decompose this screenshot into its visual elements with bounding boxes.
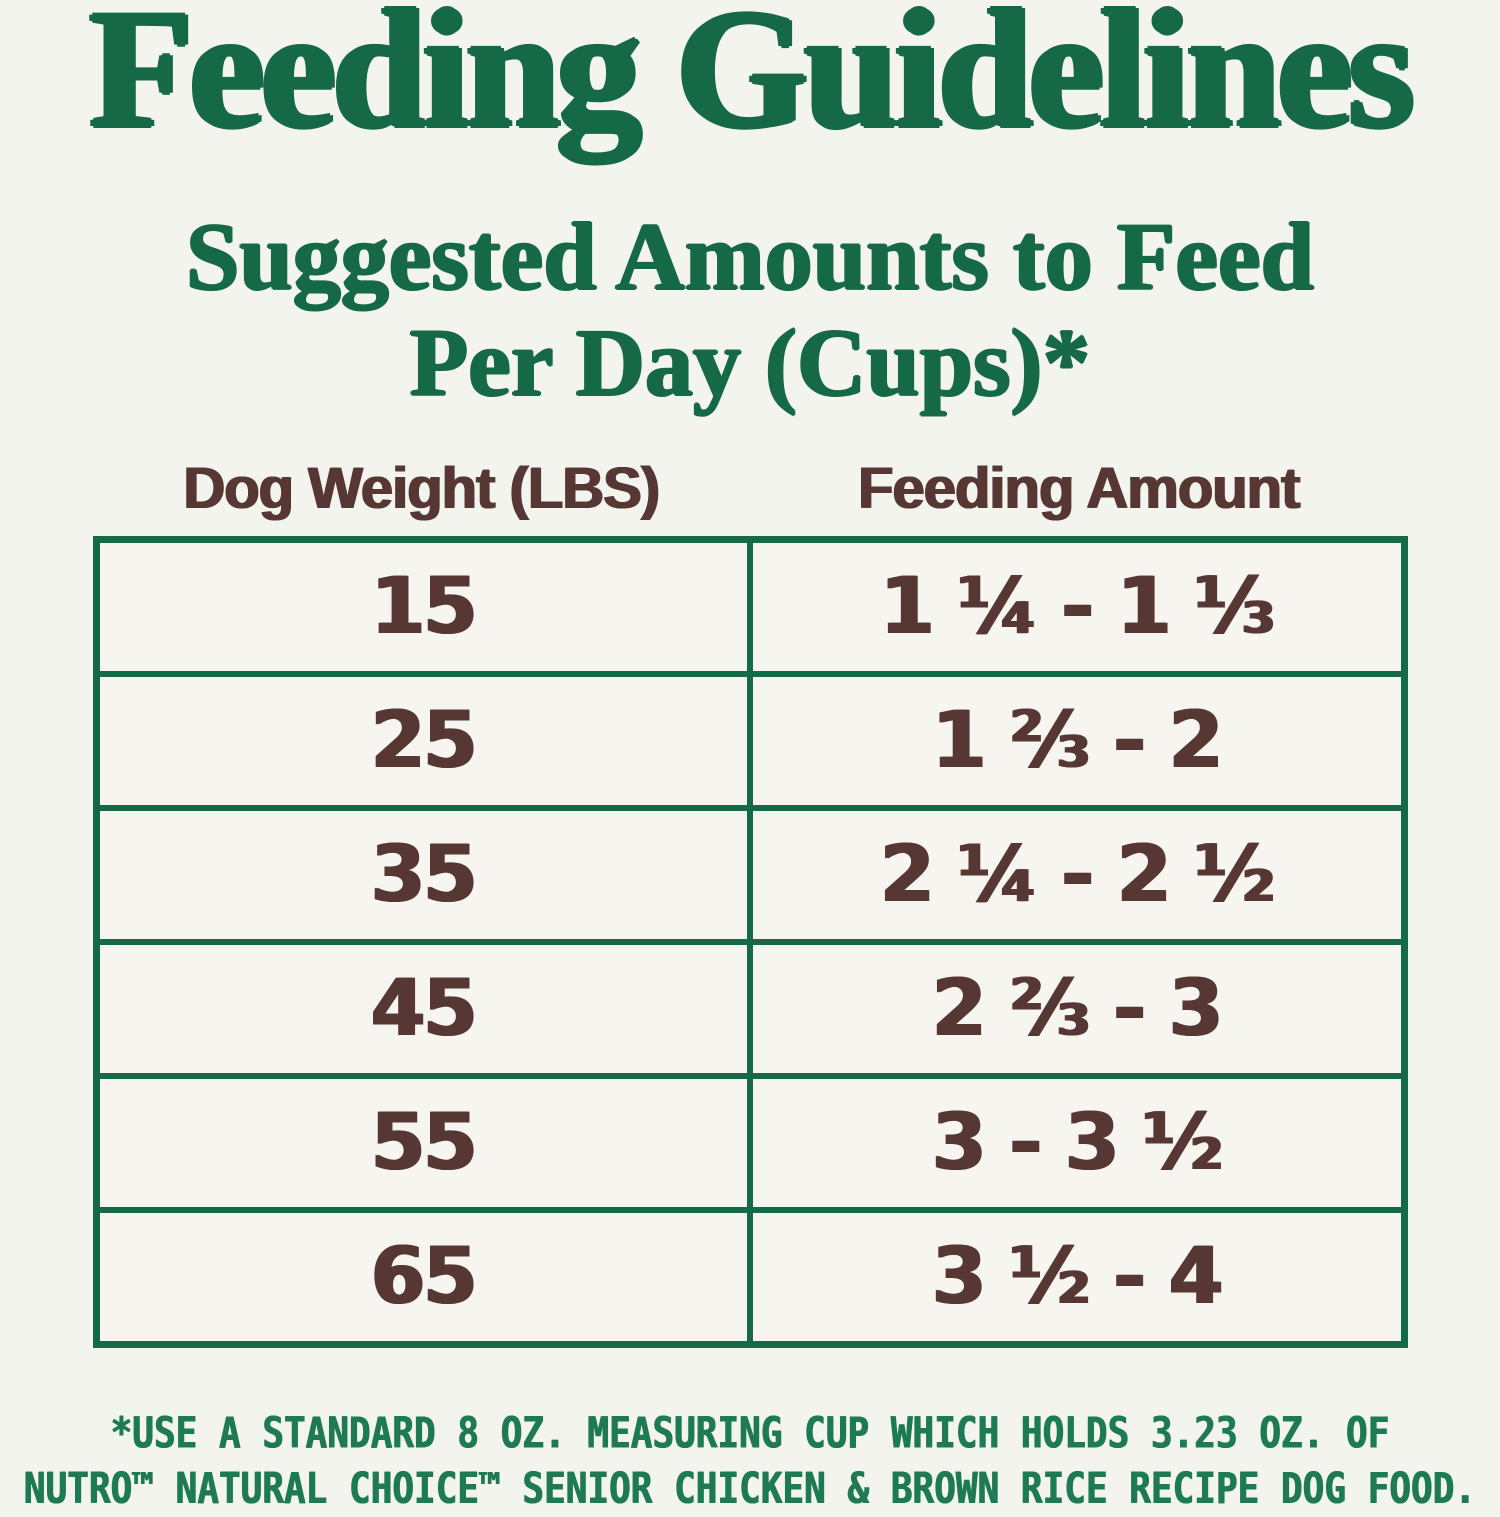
table-row: 25 1 ⅔ - 2: [93, 671, 1407, 812]
footnote-line-2: NUTRO™ NATURAL CHOICE™ SENIOR CHICKEN & …: [23, 1465, 1477, 1514]
table-row: 15 1 ¼ - 1 ⅓: [93, 536, 1407, 678]
amount-cell: 3 ½ - 4: [747, 1207, 1407, 1348]
column-header-dog-weight: Dog Weight (LBS): [183, 456, 660, 522]
table-column-headers: Dog Weight (LBS) Feeding Amount: [93, 455, 1408, 522]
weight-cell: 45: [93, 939, 753, 1080]
measuring-cup-footnote: *USE A STANDARD 8 OZ. MEASURING CUP WHIC…: [0, 1406, 1500, 1517]
amount-cell: 1 ¼ - 1 ⅓: [747, 536, 1407, 678]
weight-cell: 55: [93, 1073, 753, 1214]
table-row: 45 2 ⅔ - 3: [93, 939, 1407, 1080]
weight-cell: 25: [93, 671, 753, 812]
feeding-table: 15 1 ¼ - 1 ⅓ 25 1 ⅔ - 2 35 2 ¼ - 2 ½ 45 …: [92, 536, 1408, 1349]
amount-cell: 2 ⅔ - 3: [747, 939, 1407, 1080]
footnote-line-1: *USE A STANDARD 8 OZ. MEASURING CUP WHIC…: [110, 1409, 1390, 1459]
weight-cell: 65: [93, 1207, 753, 1348]
page-subtitle: Suggested Amounts to Feed Per Day (Cups)…: [0, 204, 1500, 415]
weight-cell: 35: [93, 805, 753, 946]
amount-cell: 3 - 3 ½: [747, 1073, 1407, 1214]
subtitle-line-1: Suggested Amounts to Feed: [185, 203, 1315, 310]
column-header-feeding-amount: Feeding Amount: [858, 456, 1300, 522]
subtitle-line-2: Per Day (Cups)*: [409, 308, 1091, 416]
table-row: 55 3 - 3 ½: [93, 1073, 1407, 1214]
weight-cell: 15: [93, 536, 753, 678]
table-row: 65 3 ½ - 4: [93, 1207, 1407, 1348]
amount-cell: 1 ⅔ - 2: [747, 671, 1407, 812]
table-row: 35 2 ¼ - 2 ½: [93, 805, 1407, 946]
page-title: Feeding Guidelines: [89, 0, 1414, 163]
amount-cell: 2 ¼ - 2 ½: [747, 805, 1407, 946]
